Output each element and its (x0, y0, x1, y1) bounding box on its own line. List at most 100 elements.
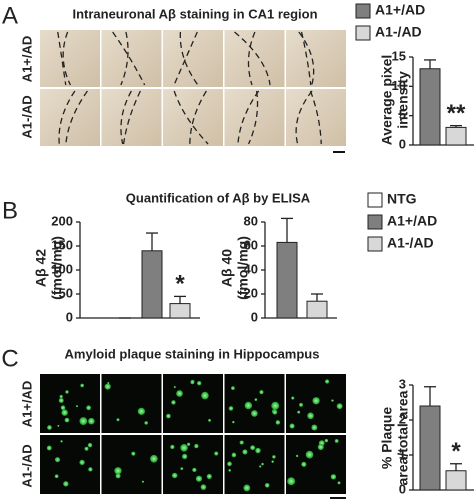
legend-label: A1+/AD (387, 213, 437, 229)
plaque (251, 410, 258, 417)
plaque (194, 443, 199, 449)
plaque (324, 379, 330, 384)
bar (445, 126, 467, 146)
bar (276, 241, 298, 319)
plaque (289, 423, 295, 429)
y-axis-label: (fmol/mg) (49, 236, 65, 300)
y-axis-label: intensity (395, 71, 411, 129)
image-row-label: A1+/AD (19, 381, 34, 428)
plaque (295, 454, 299, 458)
y-tick-label: 0 (399, 481, 406, 496)
cell-layer-boundary (112, 31, 146, 86)
significance-mark: * (175, 271, 185, 298)
plaque (61, 409, 68, 416)
plaque (87, 442, 93, 448)
cell-layer-boundary (120, 90, 132, 145)
bar (445, 470, 467, 491)
plaque (208, 418, 211, 422)
cell-layer-boundary (295, 90, 313, 145)
plaque (115, 473, 121, 479)
plaque (176, 390, 183, 397)
plaque (63, 481, 69, 487)
plaque (196, 381, 202, 386)
legend-swatch (367, 236, 383, 252)
micrograph (286, 435, 346, 494)
plaque (228, 406, 234, 411)
plaque (57, 424, 60, 427)
cell-layer-boundary (173, 31, 198, 86)
plaque (232, 420, 235, 424)
y-axis-label: area/total area (395, 390, 411, 485)
micrograph (40, 89, 100, 146)
plaque (299, 402, 303, 407)
plaque (79, 417, 88, 425)
cell-layer-boundary (65, 90, 88, 145)
plaque (55, 458, 58, 461)
plaque (171, 472, 178, 479)
bar (419, 405, 441, 491)
cell-layer-boundary (179, 31, 199, 86)
y-tick-label: 0 (399, 136, 406, 151)
plaque (80, 383, 84, 388)
micrograph (163, 89, 223, 146)
plaque (182, 453, 188, 460)
legend-swatch (367, 214, 383, 230)
plaque (312, 397, 320, 405)
y-tick-label: 3 (399, 376, 406, 391)
y-tick-label: 0 (251, 309, 258, 324)
plaque (75, 405, 79, 408)
micrograph (286, 89, 346, 146)
legend-label: A1-/AD (375, 24, 422, 40)
micrograph (40, 30, 100, 87)
plaque (60, 405, 66, 411)
plaque (60, 440, 63, 443)
y-tick-label: 60 (244, 237, 258, 252)
plaque (47, 425, 52, 430)
micrograph (286, 30, 346, 87)
bar (169, 303, 191, 319)
plaque (201, 391, 209, 400)
micrograph (101, 374, 162, 433)
cell-layer-boundary (173, 90, 209, 145)
cell-layer-boundary (122, 90, 141, 145)
plaque (337, 481, 341, 485)
plaque (114, 467, 122, 475)
plaque (272, 455, 276, 459)
plaque (200, 484, 207, 490)
micrograph (224, 89, 285, 146)
plaque (180, 467, 184, 471)
plaque (243, 484, 251, 492)
plaque (272, 409, 278, 415)
plaque (84, 446, 89, 451)
cell-layer-boundary (189, 90, 207, 145)
y-tick-label: 2 (399, 411, 406, 426)
significance-mark: * (451, 438, 461, 465)
cell-layer-boundary (237, 90, 260, 145)
plaque (334, 439, 339, 443)
plaque (150, 454, 158, 463)
y-axis-label: Aβ 42 (33, 249, 49, 287)
plaque (291, 396, 295, 400)
plaque (116, 418, 120, 422)
cell-layer-boundary (309, 90, 322, 145)
plaque (259, 465, 262, 468)
plaque (254, 398, 258, 402)
plaque (244, 401, 253, 410)
plaque (324, 438, 329, 443)
bar (306, 300, 328, 319)
y-tick-label: 5 (399, 107, 406, 122)
plaque (311, 424, 318, 431)
plaque (214, 451, 219, 456)
plaque (86, 405, 92, 411)
y-tick-label: 15 (392, 48, 406, 63)
plaque (180, 444, 188, 452)
plaque (46, 445, 52, 451)
plaque (88, 467, 93, 472)
y-tick-label: 40 (244, 261, 258, 276)
y-tick-label: 80 (244, 213, 258, 228)
plaque (192, 467, 197, 473)
plaque (59, 394, 63, 399)
plaque (259, 390, 264, 395)
y-tick-label: 0 (66, 309, 73, 324)
